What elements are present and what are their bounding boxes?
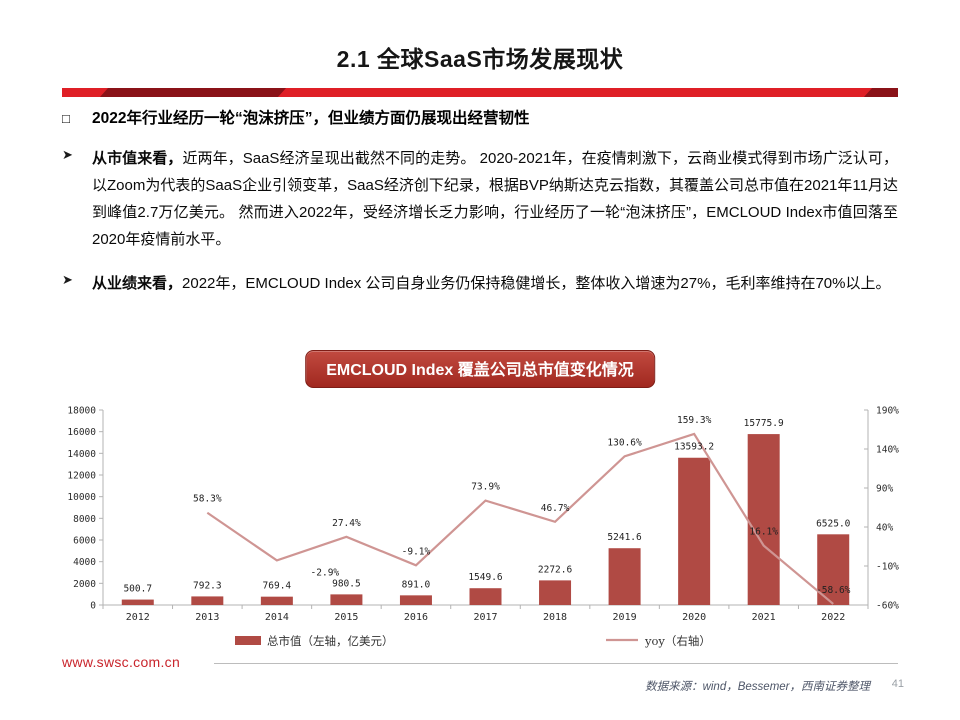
- svg-text:12000: 12000: [67, 471, 96, 482]
- bullet-paragraph-performance: ➤ 从业绩来看，2022年，EMCLOUD Index 公司自身业务仍保持稳健增…: [62, 270, 898, 297]
- square-bullet-icon: □: [62, 111, 70, 126]
- bullet-paragraph-text: 从市值来看，近两年，SaaS经济呈现出截然不同的走势。 2020-2021年，在…: [92, 145, 898, 253]
- svg-text:14000: 14000: [67, 449, 96, 460]
- section-heading-text: 2022年行业经历一轮“泡沫挤压”，但业绩方面仍展现出经营韧性: [92, 110, 530, 127]
- bullet-paragraph-text: 从业绩来看，2022年，EMCLOUD Index 公司自身业务仍保持稳健增长，…: [92, 270, 898, 297]
- svg-text:2022: 2022: [821, 612, 845, 623]
- svg-text:2021: 2021: [752, 612, 776, 623]
- svg-text:-10%: -10%: [876, 562, 899, 573]
- footer-divider: [214, 663, 898, 664]
- svg-text:2272.6: 2272.6: [538, 564, 573, 575]
- title-divider: [62, 88, 898, 97]
- content-block: □ 2022年行业经历一轮“泡沫挤压”，但业绩方面仍展现出经营韧性 ➤ 从市值来…: [62, 106, 898, 297]
- svg-text:5241.6: 5241.6: [607, 532, 642, 543]
- svg-text:1549.6: 1549.6: [468, 572, 503, 583]
- svg-text:-2.9%: -2.9%: [311, 567, 340, 578]
- svg-text:73.9%: 73.9%: [471, 482, 500, 493]
- svg-text:769.4: 769.4: [263, 581, 292, 592]
- svg-text:13593.2: 13593.2: [674, 442, 714, 453]
- divider-dark-segment-right: [863, 88, 898, 97]
- data-source-note: 数据来源：wind，Bessemer，西南证券整理: [645, 681, 870, 693]
- bullet-lead: 从市值来看，: [92, 150, 183, 167]
- svg-text:891.0: 891.0: [402, 579, 431, 590]
- svg-text:140%: 140%: [876, 445, 899, 456]
- marketcap-yoy-chart: 0 2000 4000 6000 8000 10000 12000 14000 16000 180…: [67, 406, 899, 649]
- bullet-body: 近两年，SaaS经济呈现出截然不同的走势。 2020-2021年，在疫情刺激下，…: [92, 150, 898, 248]
- page-title: 2.1 全球SaaS市场发展现状: [336, 46, 624, 72]
- arrow-bullet-icon: ➤: [62, 272, 73, 287]
- svg-text:0: 0: [90, 601, 96, 612]
- svg-text:2017: 2017: [473, 612, 497, 623]
- svg-text:130.6%: 130.6%: [607, 437, 642, 448]
- svg-text:-58.6%: -58.6%: [816, 585, 851, 596]
- svg-text:8000: 8000: [73, 514, 96, 525]
- svg-text:10000: 10000: [67, 492, 96, 503]
- bullet-lead: 从业绩来看，: [92, 275, 183, 292]
- svg-text:40%: 40%: [876, 523, 893, 534]
- svg-text:2020: 2020: [682, 612, 706, 623]
- divider-dark-segment-left: [99, 88, 287, 97]
- svg-text:16.1%: 16.1%: [749, 527, 778, 538]
- svg-text:27.4%: 27.4%: [332, 518, 361, 529]
- bullet-paragraph-market-cap: ➤ 从市值来看，近两年，SaaS经济呈现出截然不同的走势。 2020-2021年…: [62, 145, 898, 253]
- svg-text:-60%: -60%: [876, 601, 899, 612]
- svg-text:总市值（左轴，亿美元）: 总市值（左轴，亿美元）: [267, 634, 394, 648]
- svg-text:58.3%: 58.3%: [193, 494, 222, 505]
- svg-text:2013: 2013: [195, 612, 219, 623]
- svg-text:yoy（右轴）: yoy（右轴）: [644, 634, 711, 648]
- page-number: 41: [891, 678, 904, 690]
- svg-text:15775.9: 15775.9: [744, 418, 784, 429]
- svg-text:2012: 2012: [126, 612, 150, 623]
- svg-text:980.5: 980.5: [332, 578, 361, 589]
- svg-text:2015: 2015: [334, 612, 358, 623]
- svg-text:2000: 2000: [73, 579, 96, 590]
- svg-text:159.3%: 159.3%: [677, 415, 712, 426]
- svg-text:-9.1%: -9.1%: [402, 546, 431, 557]
- svg-text:792.3: 792.3: [193, 580, 222, 591]
- svg-text:16000: 16000: [67, 427, 96, 438]
- svg-text:190%: 190%: [876, 406, 899, 417]
- svg-text:46.7%: 46.7%: [541, 503, 570, 514]
- svg-text:2016: 2016: [404, 612, 428, 623]
- svg-text:90%: 90%: [876, 484, 893, 495]
- svg-text:2014: 2014: [265, 612, 289, 623]
- svg-text:2019: 2019: [613, 612, 637, 623]
- bullet-body: 2022年，EMCLOUD Index 公司自身业务仍保持稳健增长，整体收入增速…: [182, 275, 891, 292]
- svg-text:6525.0: 6525.0: [816, 518, 851, 529]
- svg-text:18000: 18000: [67, 406, 96, 417]
- svg-text:6000: 6000: [73, 536, 96, 547]
- legend-bar-swatch: [235, 636, 261, 645]
- svg-text:500.7: 500.7: [123, 584, 152, 595]
- arrow-bullet-icon: ➤: [62, 147, 73, 162]
- svg-text:4000: 4000: [73, 557, 96, 568]
- section-heading: □ 2022年行业经历一轮“泡沫挤压”，但业绩方面仍展现出经营韧性: [62, 106, 898, 132]
- svg-text:2018: 2018: [543, 612, 567, 623]
- website-link[interactable]: www.swsc.com.cn: [62, 654, 181, 670]
- chart-caption: EMCLOUD Index 覆盖公司总市值变化情况: [305, 350, 655, 388]
